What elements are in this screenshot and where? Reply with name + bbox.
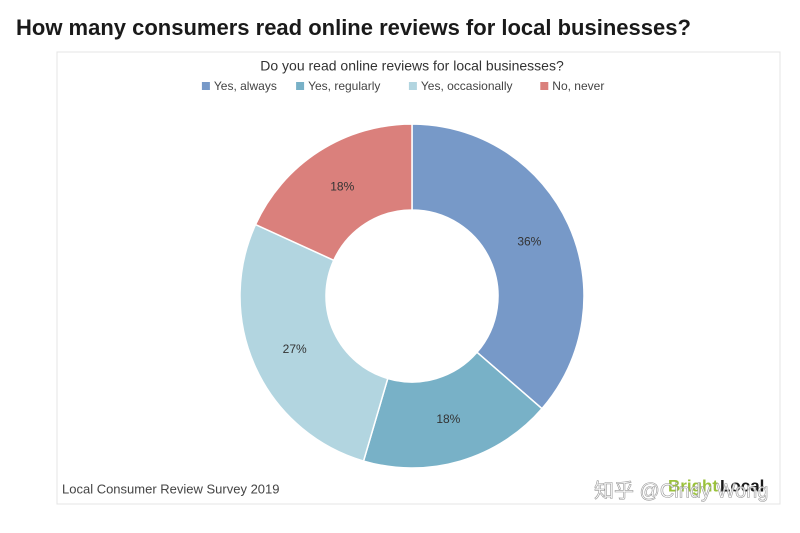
data-label: 18% — [330, 180, 354, 194]
legend-swatch — [201, 82, 210, 90]
legend-label: Yes, occasionally — [421, 79, 513, 93]
source: Local Consumer Review Survey 2019 — [62, 481, 280, 496]
data-label: 36% — [517, 235, 541, 249]
brand: Bright — [668, 476, 718, 495]
watermark: 知乎 @Cindy Wong — [594, 479, 768, 502]
legend-swatch — [408, 82, 417, 90]
legend-swatch — [296, 82, 305, 90]
data-label: 27% — [283, 342, 307, 356]
brand: Local — [720, 476, 764, 495]
donut-slice — [411, 123, 585, 410]
legend-label: Yes, regularly — [308, 79, 380, 93]
legend-swatch — [540, 82, 549, 90]
legend-label: No, never — [552, 79, 604, 93]
data-label: 18% — [436, 412, 460, 426]
donut-slice — [362, 351, 544, 469]
legend-label: Yes, always — [214, 79, 277, 93]
page-title: How many consumers read online reviews f… — [16, 15, 691, 40]
donut-slice — [254, 123, 413, 262]
donut-slice — [239, 223, 389, 462]
chart-title: Do you read online reviews for local bus… — [260, 58, 564, 74]
